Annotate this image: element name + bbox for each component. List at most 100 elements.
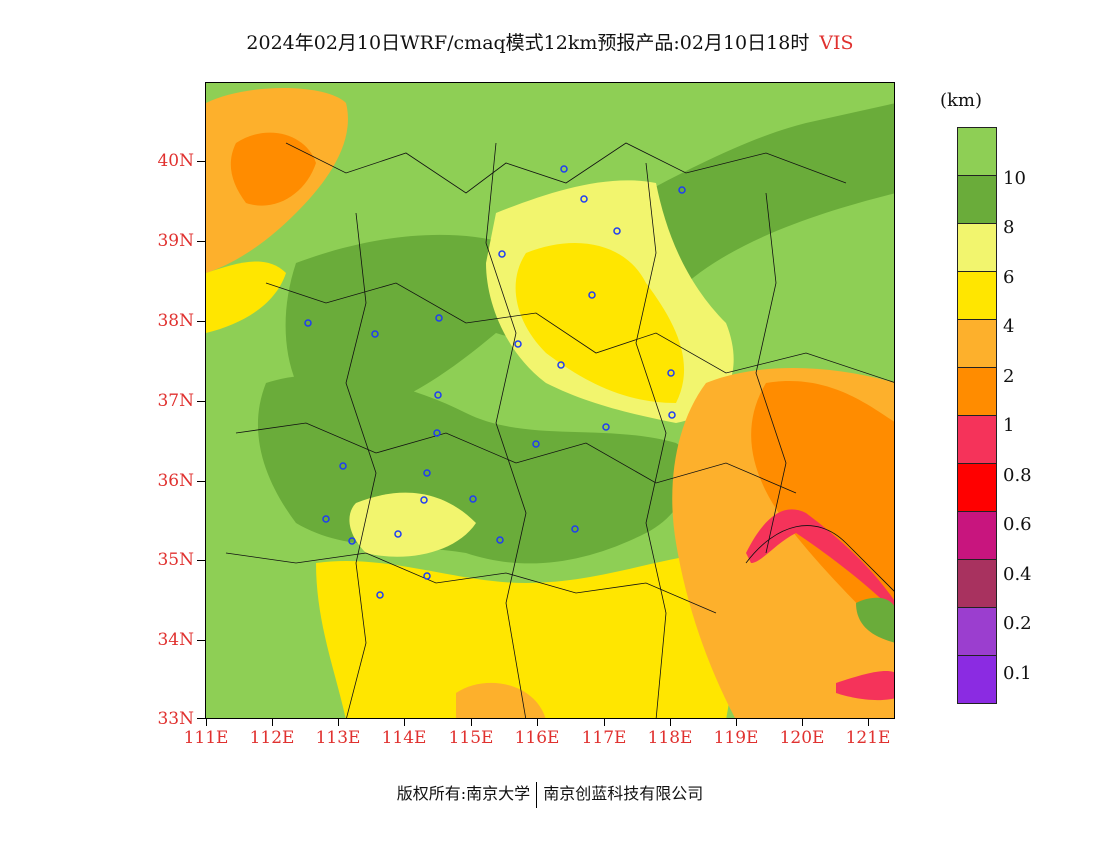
legend-label: 2: [1003, 366, 1015, 387]
lon-label-119e: 119E: [713, 728, 759, 748]
city-marker: [496, 536, 504, 544]
legend-swatch: [957, 367, 997, 416]
legend-label: 0.2: [1003, 613, 1032, 634]
city-marker: [435, 314, 443, 322]
footer-divider: [536, 781, 538, 808]
city-marker: [371, 330, 379, 338]
map-region-yellow-central: [515, 243, 685, 403]
legend-swatch: [957, 559, 997, 608]
map-region-red-southeast: [836, 671, 894, 701]
lat-tick: [197, 161, 205, 162]
boundary-lines: [225, 142, 894, 718]
copyright-company: 南京创蓝科技有限公司: [543, 784, 704, 803]
lat-label-33n: 33N: [157, 709, 194, 729]
city-marker: [376, 591, 384, 599]
title-variable: VIS: [819, 32, 854, 54]
lon-tick: [802, 719, 803, 726]
map-region-yellow-west: [206, 261, 286, 333]
city-marker: [434, 391, 442, 399]
lat-tick: [197, 718, 205, 719]
lat-label-35n: 35N: [157, 550, 194, 570]
lat-tick: [197, 481, 205, 482]
legend-label: 10: [1003, 168, 1026, 189]
lat-label-38n: 38N: [157, 311, 194, 331]
lon-tick: [272, 719, 273, 726]
lon-label-118e: 118E: [647, 728, 693, 748]
lon-tick: [604, 719, 605, 726]
legend-label: 0.6: [1003, 514, 1032, 535]
legend-swatch: [957, 511, 997, 560]
legend-swatch: [957, 655, 997, 704]
color-legend: [957, 127, 997, 704]
legend-unit: (km): [940, 90, 983, 111]
lat-label-34n: 34N: [157, 630, 194, 650]
legend-label: 0.8: [1003, 465, 1032, 486]
city-marker: [433, 429, 441, 437]
lon-tick: [404, 719, 405, 726]
lon-tick: [670, 719, 671, 726]
city-marker: [420, 496, 428, 504]
lon-label-120e: 120E: [779, 728, 825, 748]
legend-swatch: [957, 319, 997, 368]
lon-tick: [868, 719, 869, 726]
lat-label-40n: 40N: [157, 151, 194, 171]
lon-label-114e: 114E: [381, 728, 427, 748]
city-marker: [557, 361, 565, 369]
chart-title: 2024年02月10日WRF/cmaq模式12km预报产品:02月10日18时 V…: [0, 28, 1100, 55]
city-marker: [423, 469, 431, 477]
legend-swatch: [957, 271, 997, 320]
city-marker: [514, 340, 522, 348]
city-markers: [304, 165, 686, 599]
city-marker: [667, 369, 675, 377]
map-region-orange-south: [456, 682, 546, 718]
legend-swatch: [957, 607, 997, 656]
city-marker: [678, 186, 686, 194]
visibility-map: [205, 82, 895, 719]
city-marker: [580, 195, 588, 203]
legend-label: 0.1: [1003, 663, 1032, 684]
lat-tick: [197, 560, 205, 561]
legend-swatch: [957, 463, 997, 512]
city-marker: [602, 423, 610, 431]
lon-label-111e: 111E: [183, 728, 229, 748]
map-region-red-coast: [746, 509, 894, 612]
city-marker: [613, 227, 621, 235]
title-text: 2024年02月10日WRF/cmaq模式12km预报产品:02月10日18时: [246, 32, 810, 54]
lon-label-116e: 116E: [514, 728, 560, 748]
city-marker: [560, 165, 568, 173]
city-marker: [394, 530, 402, 538]
lon-tick: [736, 719, 737, 726]
copyright-footer: 版权所有:南京大学 南京创蓝科技有限公司: [0, 780, 1100, 808]
lon-label-121e: 121E: [845, 728, 891, 748]
lon-label-112e: 112E: [249, 728, 295, 748]
city-marker: [423, 572, 431, 580]
lon-label-117e: 117E: [581, 728, 627, 748]
lon-tick: [338, 719, 339, 726]
map-region-yellow-south: [316, 553, 738, 718]
lon-label-115e: 115E: [448, 728, 494, 748]
map-region-green-sea: [856, 597, 894, 643]
map-region-deep-orange-nw: [230, 132, 316, 206]
city-marker: [498, 250, 506, 258]
legend-swatch: [957, 415, 997, 464]
city-marker: [588, 291, 596, 299]
legend-swatch: [957, 223, 997, 272]
lat-label-36n: 36N: [157, 471, 194, 491]
lon-label-113e: 113E: [315, 728, 361, 748]
lon-tick: [471, 719, 472, 726]
city-marker: [339, 462, 347, 470]
lat-label-37n: 37N: [157, 391, 194, 411]
copyright-owner: 版权所有:南京大学: [396, 784, 531, 803]
lat-tick: [197, 321, 205, 322]
map-fill-svg: [206, 83, 894, 718]
legend-label: 8: [1003, 217, 1015, 238]
lat-tick: [197, 401, 205, 402]
lat-tick: [197, 640, 205, 641]
city-marker: [322, 515, 330, 523]
lat-label-39n: 39N: [157, 231, 194, 251]
city-marker: [348, 537, 356, 545]
legend-label: 6: [1003, 267, 1015, 288]
map-region-light-yellow-south: [349, 492, 476, 557]
legend-label: 4: [1003, 316, 1015, 337]
city-marker: [469, 495, 477, 503]
